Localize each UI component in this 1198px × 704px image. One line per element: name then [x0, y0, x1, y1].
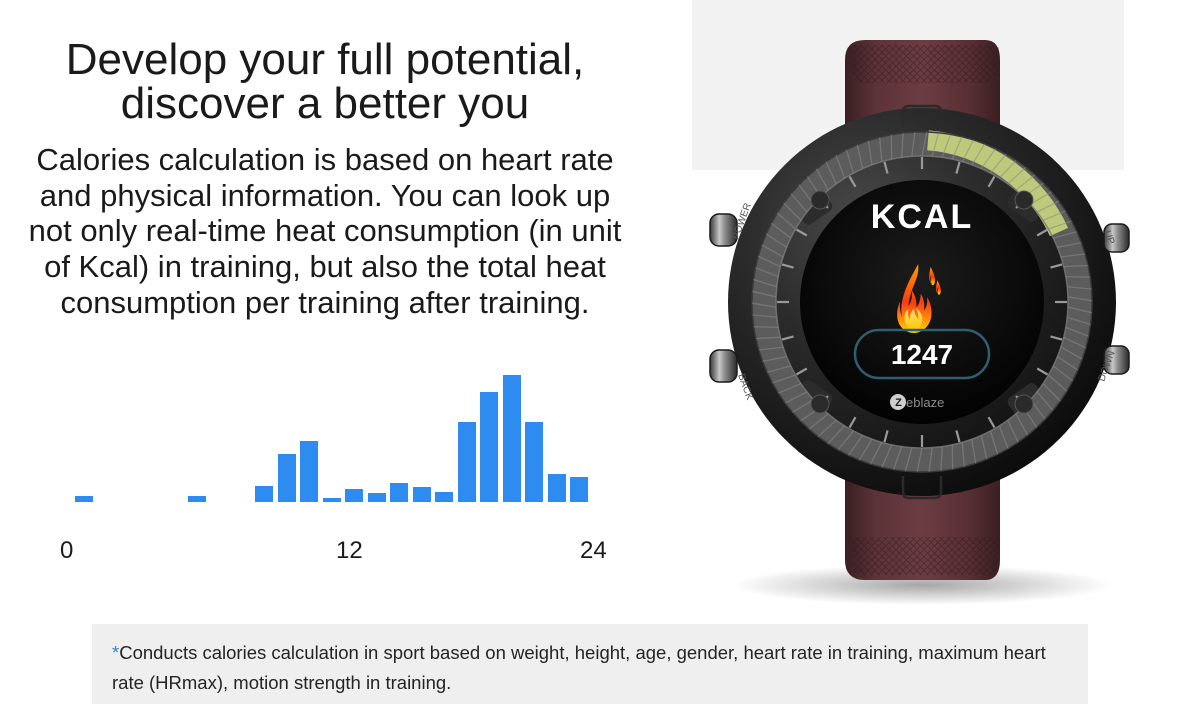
- svg-text:eblaze: eblaze: [906, 395, 944, 410]
- svg-text:1247: 1247: [891, 339, 953, 370]
- svg-text:Z: Z: [895, 397, 902, 409]
- svg-text:KCAL: KCAL: [871, 198, 973, 236]
